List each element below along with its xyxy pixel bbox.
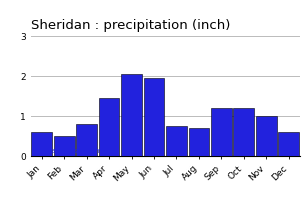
Bar — [32, 132, 52, 156]
Bar — [256, 116, 277, 156]
Bar — [76, 124, 97, 156]
Bar — [54, 136, 75, 156]
Bar — [233, 108, 254, 156]
Bar — [99, 98, 119, 156]
Bar — [121, 74, 142, 156]
Text: Sheridan : precipitation (inch): Sheridan : precipitation (inch) — [31, 19, 230, 32]
Bar — [144, 78, 164, 156]
Bar — [211, 108, 232, 156]
Bar — [188, 128, 209, 156]
Text: www.allmetsat.com: www.allmetsat.com — [33, 148, 102, 154]
Bar — [278, 132, 299, 156]
Bar — [166, 126, 187, 156]
